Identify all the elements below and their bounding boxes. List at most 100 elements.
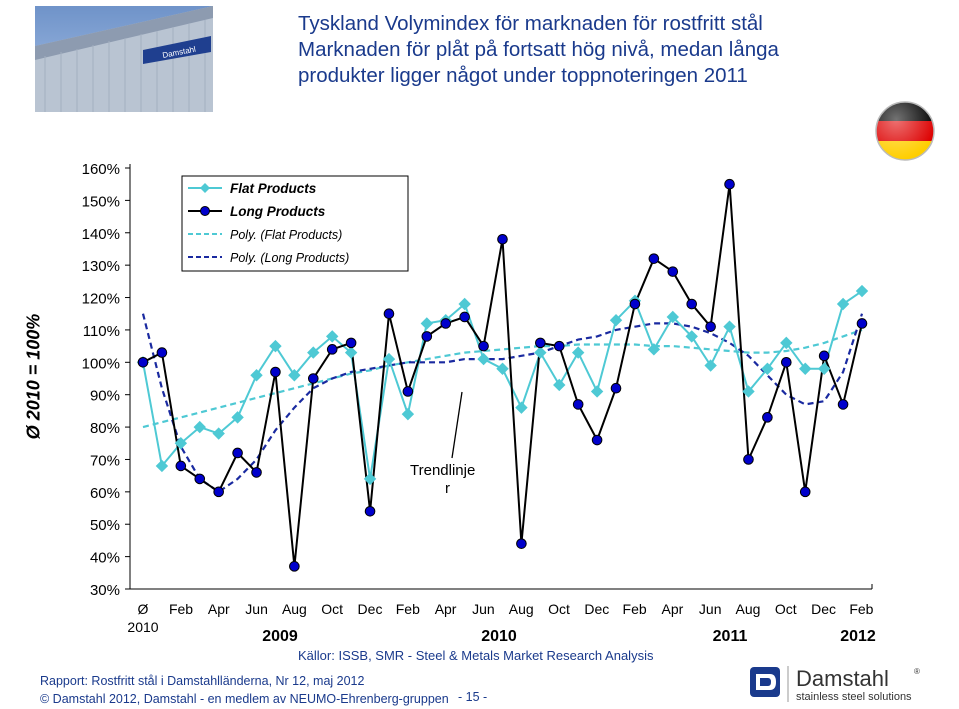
page-title: Tyskland Volymindex för marknaden för ro… <box>298 11 898 89</box>
flat-products-point <box>855 284 869 298</box>
y-tick-label: 120% <box>82 291 120 308</box>
flat-products-point <box>685 330 698 343</box>
long-products-point <box>364 505 376 517</box>
legend-box <box>181 175 409 272</box>
flat-products-point <box>344 346 358 359</box>
legend-label: Long Products <box>230 204 326 219</box>
x-tick-label: Jun <box>245 601 268 617</box>
long-products-point <box>837 399 849 410</box>
long-products-point <box>251 467 262 478</box>
long-products-point <box>553 340 565 352</box>
long-products-point <box>743 454 754 465</box>
long-products-point <box>440 318 452 329</box>
building-photo: Damstahl <box>35 6 213 112</box>
long-products-point <box>156 347 168 358</box>
long-products-point <box>724 178 735 190</box>
x-tick-label: Feb <box>396 601 420 617</box>
damstahl-logo: Damstahl ® stainless steel solutions <box>748 664 948 709</box>
y-tick-label: 90% <box>90 388 120 405</box>
x-tick-label: Aug <box>736 601 761 617</box>
flat-products-point <box>458 297 471 311</box>
x-tick-label: Apr <box>435 601 457 617</box>
flat-products-point <box>401 407 415 421</box>
x-year-label: 2010 <box>481 628 517 645</box>
long-products-point <box>232 447 243 459</box>
x-tick-label: Apr <box>208 601 230 617</box>
x-tick-label-first: Ø <box>138 601 149 617</box>
annotation-line: r <box>445 480 450 497</box>
flat-products-point <box>515 401 528 414</box>
long-products-point <box>421 331 433 342</box>
long-products-point <box>326 344 338 355</box>
x-tick-label: Jun <box>699 601 722 617</box>
x-tick-label: Oct <box>548 601 570 617</box>
sources-note: Källor: ISSB, SMR - Steel & Metals Marke… <box>298 648 654 663</box>
flat-products-point <box>212 427 225 440</box>
report-reference: Rapport: Rostfritt stål i Damstahlländer… <box>40 674 365 688</box>
flat-products-point <box>193 420 206 434</box>
long-products-point <box>307 373 319 384</box>
annotation-label: Trendlinje r <box>410 462 475 497</box>
annotation-line: Trendlinje <box>410 462 475 479</box>
title-line-3: produkter ligger något under toppnoterin… <box>298 64 748 87</box>
flat-products-point <box>836 297 850 311</box>
y-tick-label: 110% <box>83 323 120 340</box>
long-products-point <box>610 382 622 394</box>
long-products-point <box>194 473 206 485</box>
legend-long-marker <box>200 206 210 216</box>
x-year-label: 2009 <box>262 628 298 645</box>
x-tick-label: Oct <box>775 601 797 617</box>
long-products-point <box>629 298 641 310</box>
long-products-point <box>137 357 149 368</box>
copyright-text: © Damstahl 2012, Damstahl - en medlem av… <box>40 692 449 706</box>
legend-label: Poly. (Long Products) <box>230 251 349 265</box>
long-products-point <box>799 486 811 498</box>
flat-products-point <box>496 362 509 375</box>
flat-products-point <box>553 378 566 392</box>
flat-products-point <box>817 362 831 375</box>
long-products-point <box>383 308 395 320</box>
long-products-point <box>818 350 830 362</box>
long-products-point <box>781 357 792 368</box>
flat-products-point <box>704 359 717 372</box>
long-products-point <box>591 434 603 446</box>
flat-products-point <box>534 346 547 359</box>
y-tick-label: 60% <box>90 485 120 502</box>
y-tick-label: 160% <box>82 161 120 178</box>
flat-products-point <box>250 369 263 382</box>
long-products-point <box>289 561 300 572</box>
y-tick-label: 80% <box>90 420 120 437</box>
y-tick-label: 40% <box>90 550 120 567</box>
long-products-point <box>516 538 527 549</box>
x-tick-labels: Ø 2010 Feb Apr Jun Aug Oct Dec Feb Apr Jun Aug Oct De… <box>127 601 875 645</box>
flat-products-point <box>647 343 661 356</box>
trend-long-line <box>141 313 864 494</box>
flat-products-point <box>780 336 793 350</box>
page-number: - 15 - <box>458 690 488 704</box>
flat-products-point <box>799 362 812 375</box>
flat-products-point <box>155 459 169 473</box>
flat-products-point <box>742 385 755 398</box>
x-tick-label: Oct <box>321 601 343 617</box>
x-tick-label: Jun <box>472 601 495 617</box>
y-tick-label: 30% <box>90 582 120 599</box>
flat-products-point <box>231 411 244 424</box>
long-products-point <box>762 412 773 423</box>
x-year-label: 2011 <box>713 628 748 645</box>
legend-label: Flat Products <box>230 181 317 196</box>
flat-products-point <box>723 320 736 333</box>
flat-products-line <box>142 290 863 480</box>
flat-products-point <box>666 310 679 324</box>
long-products-point <box>535 337 546 349</box>
long-products-point <box>572 399 584 410</box>
trend-flat-line <box>142 328 863 429</box>
series-layer <box>136 178 869 572</box>
x-tick-label: Aug <box>282 601 307 617</box>
long-products-point <box>478 340 489 352</box>
chart-axes <box>129 164 873 590</box>
long-products-point <box>856 318 868 329</box>
flat-products-point <box>288 369 301 382</box>
flat-products-point <box>174 437 188 450</box>
flat-products-point <box>382 352 396 366</box>
